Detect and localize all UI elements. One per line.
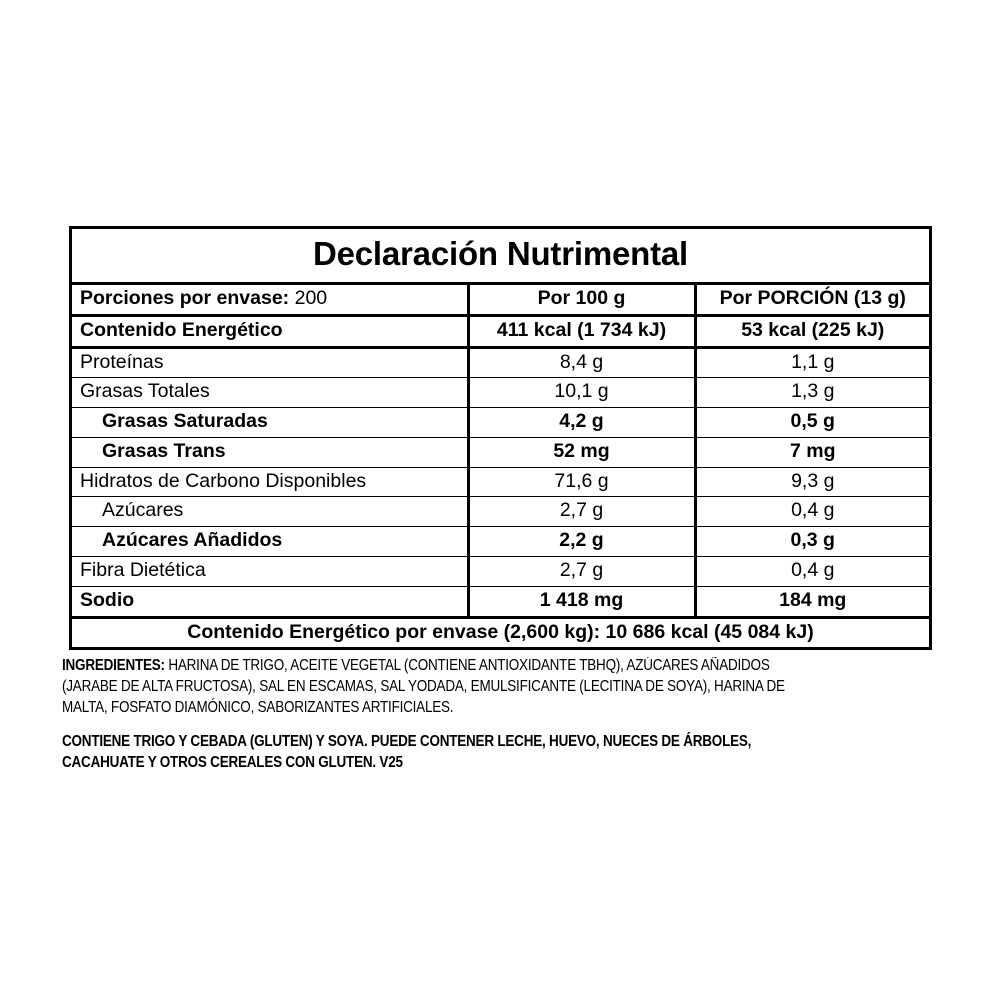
nutrition-facts-panel: Declaración Nutrimental Porciones por en… <box>69 226 932 651</box>
nutrient-value-per-100g: 2,7 g <box>468 496 697 528</box>
table-row: Grasas Trans 52 mg 7 mg <box>72 437 929 468</box>
nutrient-name: Azúcares Añadidos <box>72 526 470 557</box>
ingredients-label: INGREDIENTES: <box>62 657 165 674</box>
table-row: Azúcares 2,7 g 0,4 g <box>72 496 929 528</box>
table-header-row: Porciones por envase: 200 Por 100 g Por … <box>72 284 929 317</box>
table-row: Hidratos de Carbono Disponibles 71,6 g 9… <box>72 467 929 498</box>
nutrient-name: Azúcares <box>72 496 470 528</box>
nutrient-value-per-100g: 10,1 g <box>468 377 697 409</box>
nutrient-value-per-portion: 1,3 g <box>695 377 929 409</box>
nutrient-value-per-portion: 0,5 g <box>695 407 929 438</box>
table-row: Grasas Totales 10,1 g 1,3 g <box>72 377 929 409</box>
nutrient-name: Fibra Dietética <box>72 556 470 587</box>
nutrient-value-per-portion: 53 kcal (225 kJ) <box>695 315 929 349</box>
page-title: Declaración Nutrimental <box>312 235 688 272</box>
nutrient-value-per-100g: 1 418 mg <box>468 586 697 619</box>
nutrient-name: Grasas Trans <box>72 437 470 468</box>
energy-per-package: Contenido Energético por envase (2,600 k… <box>187 620 814 643</box>
table-row: Contenido Energético 411 kcal (1 734 kJ)… <box>72 315 929 349</box>
nutrient-value-per-100g: 52 mg <box>468 437 697 468</box>
nutrient-value-per-portion: 184 mg <box>695 586 929 619</box>
column-header-per-100g: Por 100 g <box>468 284 697 317</box>
column-header-per-portion: Por PORCIÓN (13 g) <box>695 284 929 317</box>
nutrient-value-per-portion: 9,3 g <box>695 467 929 498</box>
ingredients-paragraph: INGREDIENTES: HARINA DE TRIGO, ACEITE VE… <box>62 655 828 718</box>
nutrient-value-per-portion: 0,4 g <box>695 556 929 587</box>
servings-per-container-value: 200 <box>294 286 328 309</box>
nutrient-value-per-100g: 4,2 g <box>468 407 697 438</box>
nutrient-name: Contenido Energético <box>72 315 470 349</box>
table-row: Sodio 1 418 mg 184 mg <box>72 586 929 619</box>
nutrient-value-per-100g: 2,2 g <box>468 526 697 557</box>
nutrient-name: Sodio <box>72 586 470 619</box>
servings-per-container-cell: Porciones por envase: 200 <box>72 284 470 317</box>
nutrient-name: Hidratos de Carbono Disponibles <box>72 467 470 498</box>
table-row: Grasas Saturadas 4,2 g 0,5 g <box>72 407 929 438</box>
ingredients-text: HARINA DE TRIGO, ACEITE VEGETAL (CONTIEN… <box>62 657 785 717</box>
table-row: Fibra Dietética 2,7 g 0,4 g <box>72 556 929 587</box>
nutrient-value-per-100g: 8,4 g <box>468 347 697 379</box>
nutrient-name: Grasas Totales <box>72 377 470 409</box>
servings-per-container-label: Porciones por envase: <box>80 286 290 309</box>
nutrient-name: Proteínas <box>72 347 470 379</box>
nutrition-table-body: Porciones por envase: 200 Por 100 g Por … <box>72 284 929 647</box>
table-row: Azúcares Añadidos 2,2 g 0,3 g <box>72 526 929 557</box>
nutrient-value-per-portion: 0,4 g <box>695 496 929 528</box>
allergen-statement: CONTIENE TRIGO Y CEBADA (GLUTEN) Y SOYA.… <box>62 733 752 772</box>
nutrient-value-per-100g: 411 kcal (1 734 kJ) <box>468 315 697 349</box>
panel-title-row: Declaración Nutrimental <box>72 229 929 285</box>
nutrient-value-per-100g: 71,6 g <box>468 467 697 498</box>
nutrient-value-per-portion: 0,3 g <box>695 526 929 557</box>
nutrient-value-per-portion: 1,1 g <box>695 347 929 379</box>
ingredients-block: INGREDIENTES: HARINA DE TRIGO, ACEITE VE… <box>62 655 828 773</box>
nutrient-value-per-100g: 2,7 g <box>468 556 697 587</box>
table-row: Proteínas 8,4 g 1,1 g <box>72 347 929 379</box>
nutrient-name: Grasas Saturadas <box>72 407 470 438</box>
nutrition-table: Porciones por envase: 200 Por 100 g Por … <box>72 284 929 647</box>
table-footer-row: Contenido Energético por envase (2,600 k… <box>72 617 929 647</box>
nutrient-value-per-portion: 7 mg <box>695 437 929 468</box>
